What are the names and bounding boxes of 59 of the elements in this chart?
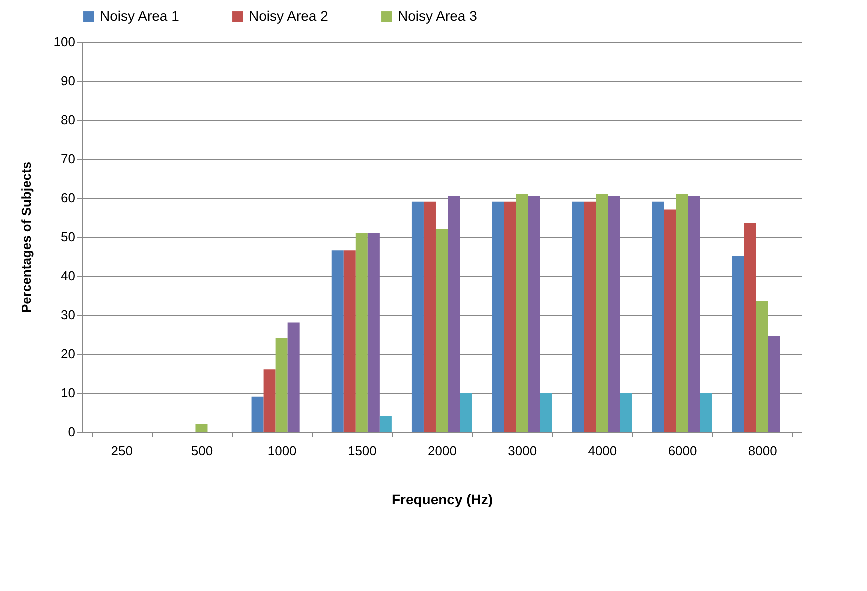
y-tick-label: 90 <box>61 74 76 88</box>
x-tick-label: 3000 <box>508 444 538 458</box>
bar <box>332 250 344 432</box>
bar <box>676 194 688 432</box>
bar <box>264 370 276 432</box>
y-tick-label: 80 <box>61 112 76 128</box>
y-tick-label: 60 <box>61 190 76 206</box>
x-tick-label: 6000 <box>668 444 698 458</box>
x-tick-label: 250 <box>111 444 133 458</box>
y-tick-label: 50 <box>61 230 76 244</box>
bar <box>732 256 744 432</box>
y-tick-label: 30 <box>61 308 76 322</box>
legend-label: Noisy Area 1 <box>100 8 180 24</box>
bar <box>516 194 528 432</box>
bar <box>596 194 608 432</box>
bar <box>528 196 540 432</box>
x-tick-label: 1000 <box>268 444 297 458</box>
x-axis-title: Frequency (Hz) <box>392 492 494 508</box>
bar <box>768 336 780 432</box>
x-tick-label: 4000 <box>588 444 618 458</box>
bar <box>756 301 768 432</box>
bar <box>288 322 300 432</box>
bar <box>412 202 424 432</box>
bar <box>196 424 208 432</box>
bar <box>368 233 380 432</box>
y-tick-label: 100 <box>54 34 76 50</box>
bar <box>424 202 436 432</box>
y-tick-label: 0 <box>68 424 76 440</box>
y-axis-title: Percentages of Subjects <box>18 162 34 313</box>
bar <box>700 393 712 432</box>
bar <box>620 393 632 432</box>
bar <box>436 229 448 432</box>
y-tick-label: 20 <box>61 346 76 362</box>
bar <box>744 223 756 432</box>
bar <box>652 202 664 432</box>
bar <box>540 393 552 432</box>
x-tick-label: 1500 <box>348 444 377 458</box>
bar <box>276 338 288 432</box>
bar <box>492 202 504 432</box>
bar <box>572 202 584 432</box>
bar <box>608 196 620 432</box>
x-tick-label: 500 <box>191 444 214 458</box>
bar <box>344 250 356 432</box>
bar <box>448 196 460 432</box>
y-tick-label: 10 <box>61 386 76 400</box>
x-tick-label: 2000 <box>428 444 457 458</box>
y-tick-label: 70 <box>61 152 76 166</box>
bar <box>504 202 516 432</box>
bar <box>460 393 472 432</box>
x-tick-label: 8000 <box>748 444 778 458</box>
bar <box>664 210 676 432</box>
legend-label: Noisy Area 2 <box>249 8 329 24</box>
bar <box>688 196 700 432</box>
bar <box>380 416 392 432</box>
y-tick-label: 40 <box>61 268 76 284</box>
legend-label: Noisy Area 3 <box>398 8 478 24</box>
bar <box>356 233 368 432</box>
bar <box>584 202 596 432</box>
bar <box>252 396 264 432</box>
